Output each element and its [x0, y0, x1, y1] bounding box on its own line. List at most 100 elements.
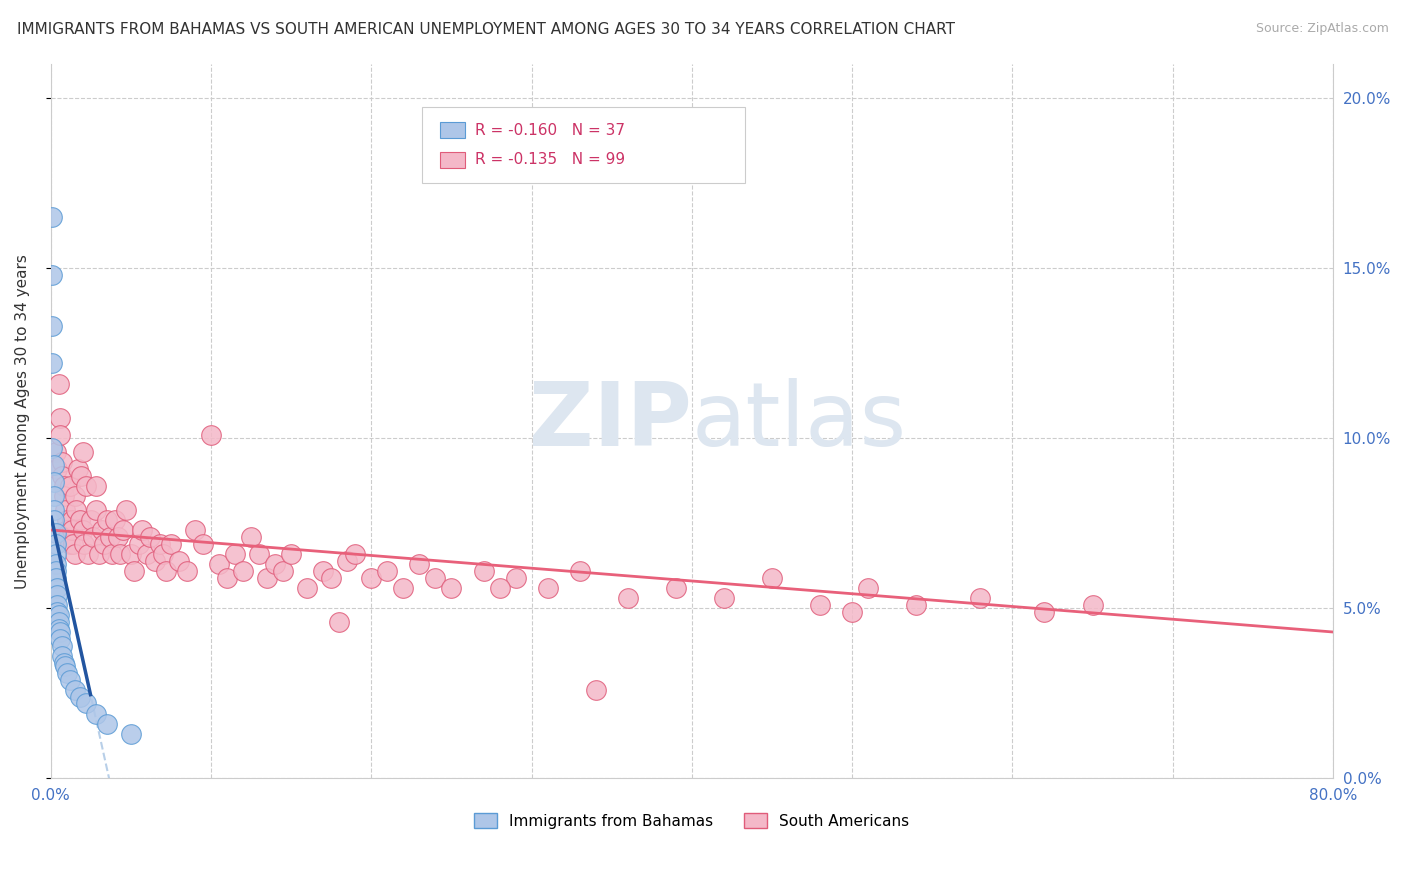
Y-axis label: Unemployment Among Ages 30 to 34 years: Unemployment Among Ages 30 to 34 years: [15, 253, 30, 589]
Point: [42, 513, 65, 527]
Point: [1033, 605, 1056, 619]
Point: [52, 656, 75, 670]
Text: R = -0.160   N = 37: R = -0.160 N = 37: [475, 123, 626, 137]
Point: [217, 571, 239, 585]
Point: [240, 530, 263, 544]
Point: [328, 615, 350, 629]
Point: [297, 581, 319, 595]
Point: [41, 442, 63, 456]
Point: [46, 598, 69, 612]
Point: [155, 564, 177, 578]
Point: [152, 547, 174, 561]
Point: [60, 523, 83, 537]
Point: [321, 571, 343, 585]
Point: [80, 513, 103, 527]
Point: [247, 547, 270, 561]
Point: [48, 607, 70, 622]
Point: [63, 489, 86, 503]
Point: [84, 706, 107, 721]
Point: [53, 659, 76, 673]
Point: [98, 530, 121, 544]
Point: [808, 598, 831, 612]
Point: [76, 547, 98, 561]
Point: [1081, 598, 1104, 612]
Point: [45, 536, 67, 550]
Point: [60, 513, 83, 527]
Point: [360, 571, 382, 585]
Point: [45, 557, 67, 571]
Text: Source: ZipAtlas.com: Source: ZipAtlas.com: [1256, 22, 1389, 36]
Point: [46, 462, 69, 476]
Point: [52, 479, 75, 493]
Point: [713, 591, 735, 605]
Point: [52, 489, 75, 503]
Point: [128, 536, 150, 550]
Point: [107, 530, 129, 544]
Point: [176, 564, 198, 578]
Point: [200, 427, 222, 442]
Point: [48, 376, 70, 391]
Point: [42, 489, 65, 503]
Point: [46, 605, 69, 619]
Point: [160, 536, 183, 550]
Point: [59, 536, 82, 550]
Point: [264, 557, 287, 571]
Point: [120, 547, 142, 561]
Point: [51, 468, 73, 483]
Point: [167, 553, 190, 567]
Point: [51, 639, 73, 653]
Point: [536, 581, 558, 595]
Point: [96, 513, 118, 527]
Point: [761, 571, 783, 585]
Point: [568, 564, 591, 578]
Point: [104, 513, 127, 527]
Point: [59, 673, 82, 687]
Point: [91, 523, 114, 537]
Point: [111, 523, 134, 537]
Point: [51, 455, 73, 469]
Point: [45, 564, 67, 578]
Point: [122, 564, 145, 578]
Point: [191, 536, 214, 550]
Point: [120, 727, 142, 741]
Point: [41, 318, 63, 333]
Point: [56, 513, 79, 527]
Point: [49, 632, 72, 646]
Point: [232, 564, 254, 578]
Point: [72, 444, 94, 458]
Point: [472, 564, 495, 578]
Point: [69, 513, 91, 527]
Point: [344, 547, 367, 561]
Point: [96, 716, 118, 731]
Point: [73, 536, 96, 550]
Point: [108, 547, 131, 561]
Point: [46, 588, 69, 602]
Point: [93, 536, 115, 550]
Point: [440, 581, 463, 595]
Point: [58, 530, 80, 544]
Point: [488, 581, 510, 595]
Text: R = -0.135   N = 99: R = -0.135 N = 99: [475, 153, 626, 167]
Point: [505, 571, 527, 585]
Point: [59, 479, 82, 493]
Point: [856, 581, 879, 595]
Point: [45, 547, 67, 561]
Point: [41, 210, 63, 224]
Point: [75, 697, 97, 711]
Point: [84, 502, 107, 516]
Point: [63, 547, 86, 561]
Point: [63, 682, 86, 697]
Point: [149, 536, 172, 550]
Point: [208, 557, 231, 571]
Point: [48, 622, 70, 636]
Point: [65, 502, 87, 516]
Point: [377, 564, 399, 578]
Point: [969, 591, 991, 605]
Point: [46, 581, 69, 595]
Point: [665, 581, 688, 595]
Point: [45, 571, 67, 585]
Point: [62, 536, 84, 550]
Point: [41, 356, 63, 370]
Point: [408, 557, 430, 571]
Point: [42, 502, 65, 516]
